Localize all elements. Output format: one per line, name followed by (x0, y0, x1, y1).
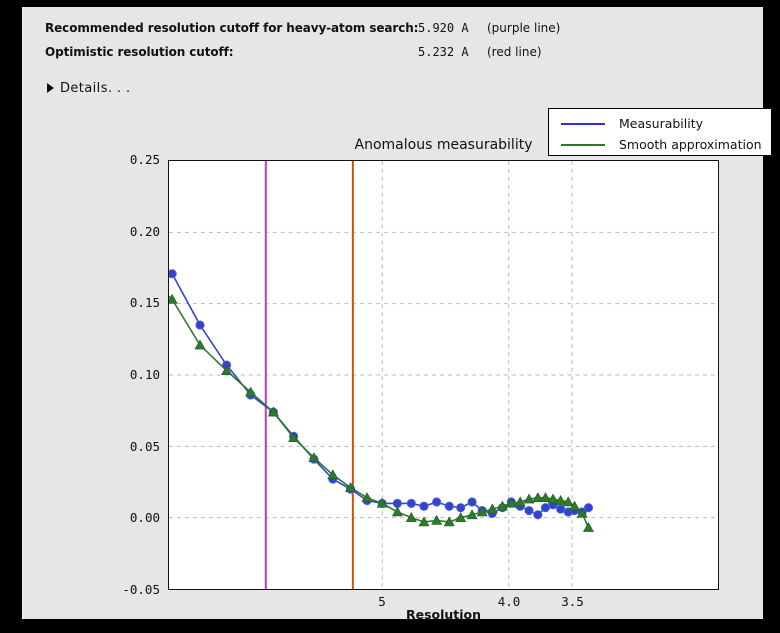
y-tick-label: 0.15 (129, 295, 160, 311)
x-axis-label: Resolution (405, 607, 482, 622)
results-panel: Recommended resolution cutoff for heavy-… (22, 7, 772, 622)
chart-plot-area (168, 160, 719, 590)
y-tick-label: 0.25 (129, 152, 160, 167)
chart-legend: Measurability Smooth approximation (548, 108, 772, 156)
recommended-cutoff-label: Recommended resolution cutoff for heavy-… (45, 21, 419, 35)
details-disclosure-button[interactable]: Details. . . (47, 78, 131, 98)
optimistic-cutoff-value: 5.232 A (418, 45, 469, 59)
y-tick-label: 0.05 (129, 438, 160, 454)
legend-label-smooth: Smooth approximation (619, 137, 762, 152)
chart-canvas (169, 161, 718, 589)
cutoff-row-optimistic: Optimistic resolution cutoff: 5.232 A (r… (22, 45, 763, 65)
legend-swatch-measurability (561, 122, 605, 125)
x-tick-label: 4.0 (497, 594, 521, 609)
details-label: Details. . . (60, 80, 131, 96)
triangle-right-icon[interactable] (47, 83, 54, 93)
legend-item-measurability: Measurability (549, 113, 771, 134)
optimistic-cutoff-label: Optimistic resolution cutoff: (45, 45, 234, 59)
x-tick-label: 3.5 (561, 594, 584, 609)
legend-item-smooth: Smooth approximation (549, 134, 771, 155)
y-tick-label: 0.10 (129, 367, 160, 382)
y-tick-label: 0.20 (129, 223, 160, 239)
recommended-cutoff-value: 5.920 A (418, 21, 469, 35)
x-tick-label: 5 (378, 594, 386, 609)
cutoff-row-recommended: Recommended resolution cutoff for heavy-… (22, 21, 763, 41)
legend-label-measurability: Measurability (619, 116, 704, 131)
legend-swatch-smooth (561, 143, 605, 146)
optimistic-cutoff-note: (red line) (487, 45, 542, 59)
y-tick-label: -0.05 (122, 582, 160, 597)
recommended-cutoff-note: (purple line) (487, 21, 561, 35)
chart-title: Anomalous measurability (354, 137, 533, 153)
y-tick-label: 0.00 (129, 510, 160, 526)
